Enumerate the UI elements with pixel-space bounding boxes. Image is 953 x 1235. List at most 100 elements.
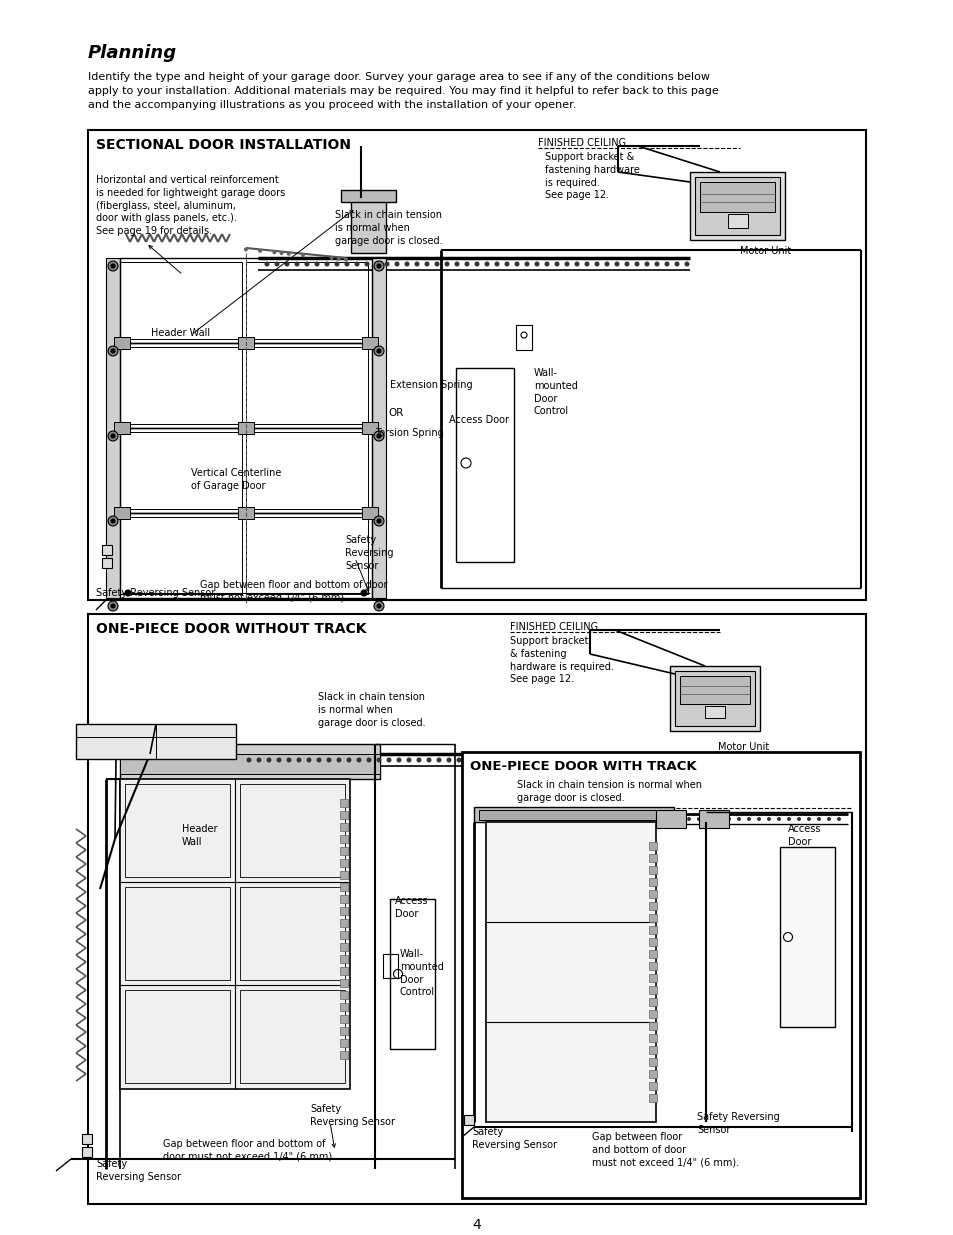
Circle shape (766, 818, 770, 821)
Bar (113, 508, 130, 519)
Bar (120, 343, 372, 429)
Circle shape (355, 262, 359, 267)
Bar (648, 914, 657, 923)
Circle shape (404, 262, 409, 267)
Bar (648, 1082, 657, 1091)
Circle shape (335, 262, 339, 267)
Bar (474, 806, 673, 823)
Bar (485, 823, 656, 1123)
Bar (648, 950, 657, 958)
Bar (675, 671, 754, 726)
Bar (648, 878, 657, 885)
Bar (780, 847, 834, 1028)
Bar (237, 337, 253, 350)
Text: FINISHED CEILING: FINISHED CEILING (510, 622, 598, 632)
Bar (120, 262, 242, 338)
Circle shape (406, 757, 411, 762)
Circle shape (677, 818, 680, 821)
Bar (339, 919, 348, 927)
Bar (240, 990, 345, 1083)
Circle shape (576, 757, 581, 762)
Circle shape (276, 757, 281, 762)
Bar (648, 1034, 657, 1042)
Circle shape (125, 590, 131, 597)
Bar (88, 614, 865, 1204)
Bar (120, 513, 372, 598)
Text: Motor Unit: Motor Unit (740, 246, 790, 256)
Circle shape (706, 818, 710, 821)
Text: Access Door: Access Door (449, 415, 509, 425)
Circle shape (264, 262, 269, 267)
Circle shape (686, 818, 690, 821)
Bar (102, 545, 112, 555)
Bar (237, 508, 253, 519)
Circle shape (737, 818, 740, 821)
Circle shape (526, 757, 531, 762)
Circle shape (266, 757, 272, 762)
Bar (240, 784, 345, 877)
Circle shape (396, 757, 401, 762)
Bar (120, 779, 350, 1089)
Circle shape (108, 261, 118, 270)
Circle shape (111, 433, 115, 438)
Text: Identify the type and height of your garage door. Survey your garage area to see: Identify the type and height of your gar… (88, 72, 709, 82)
Bar (339, 811, 348, 819)
Bar (339, 967, 348, 974)
Circle shape (111, 519, 115, 522)
Text: Access
Door: Access Door (395, 897, 428, 919)
Bar (656, 810, 685, 827)
Circle shape (554, 262, 558, 267)
Circle shape (346, 757, 351, 762)
Bar (88, 130, 865, 600)
Circle shape (246, 757, 252, 762)
Circle shape (316, 757, 321, 762)
Bar (648, 998, 657, 1007)
Bar (339, 823, 348, 831)
Circle shape (684, 262, 689, 267)
Circle shape (604, 262, 609, 267)
Circle shape (644, 262, 649, 267)
Text: Wall-
mounted
Door
Control: Wall- mounted Door Control (534, 368, 578, 416)
Bar (648, 890, 657, 898)
Bar (339, 906, 348, 915)
Text: Safety Reversing Sensor: Safety Reversing Sensor (96, 588, 215, 598)
Circle shape (757, 818, 760, 821)
Circle shape (474, 262, 479, 267)
Circle shape (286, 757, 292, 762)
Text: ONE-PIECE DOOR WITHOUT TRACK: ONE-PIECE DOOR WITHOUT TRACK (96, 622, 366, 636)
Circle shape (544, 262, 549, 267)
Circle shape (666, 757, 671, 762)
Circle shape (476, 757, 481, 762)
Text: Access
Door: Access Door (787, 824, 821, 847)
Bar (382, 953, 397, 978)
Circle shape (514, 262, 519, 267)
Text: Wall-
mounted
Door
Control: Wall- mounted Door Control (399, 948, 443, 998)
Circle shape (826, 818, 830, 821)
Bar (246, 432, 368, 509)
Bar (648, 986, 657, 994)
Text: Gap between floor and bottom of door
must not exceed 1/4" (6 mm).: Gap between floor and bottom of door mus… (200, 580, 387, 603)
Bar (516, 325, 532, 350)
Circle shape (324, 262, 329, 267)
Circle shape (564, 262, 569, 267)
Text: SECTIONAL DOOR INSTALLATION: SECTIONAL DOOR INSTALLATION (96, 138, 351, 152)
Circle shape (384, 262, 389, 267)
Circle shape (306, 757, 312, 762)
Text: and the accompanying illustrations as you proceed with the installation of your : and the accompanying illustrations as yo… (88, 100, 576, 110)
Circle shape (343, 257, 348, 262)
Bar (113, 508, 130, 519)
Text: ONE-PIECE DOOR WITH TRACK: ONE-PIECE DOOR WITH TRACK (470, 760, 696, 773)
Circle shape (256, 757, 261, 762)
Circle shape (456, 757, 461, 762)
Bar (339, 799, 348, 806)
Bar (82, 1147, 91, 1157)
Circle shape (376, 757, 381, 762)
Bar (461, 752, 859, 1198)
Circle shape (596, 757, 601, 762)
Text: Safety Reversing
Sensor: Safety Reversing Sensor (697, 1112, 779, 1135)
Text: Slack in chain tension
is normal when
garage door is closed.: Slack in chain tension is normal when ga… (335, 210, 442, 246)
Circle shape (646, 757, 651, 762)
Bar (125, 990, 230, 1083)
Circle shape (374, 346, 384, 356)
Circle shape (786, 818, 790, 821)
